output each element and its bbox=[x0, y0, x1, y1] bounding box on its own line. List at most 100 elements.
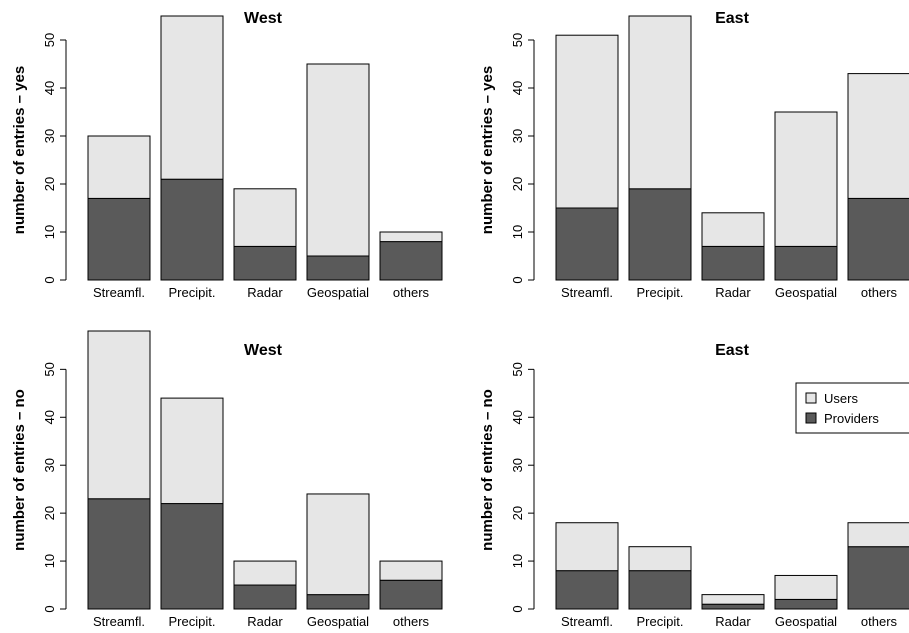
y-tick-label: 50 bbox=[42, 362, 57, 376]
category-label: Geospatial bbox=[307, 285, 369, 300]
y-tick-label: 50 bbox=[42, 33, 57, 47]
y-tick-label: 20 bbox=[510, 177, 525, 191]
y-tick-label: 0 bbox=[42, 605, 57, 612]
y-axis-label: number of entries – yes bbox=[11, 66, 28, 234]
bar-segment-users bbox=[774, 574, 838, 600]
bar-segment-providers bbox=[628, 188, 692, 281]
category-label: Geospatial bbox=[307, 614, 369, 629]
bars bbox=[555, 15, 909, 281]
category-label: Radar bbox=[715, 614, 751, 629]
bar-segment-users bbox=[555, 34, 619, 209]
bar-segment-providers bbox=[555, 207, 619, 281]
bar-segment-providers bbox=[233, 584, 297, 610]
bar-segment-users bbox=[233, 188, 297, 247]
bar-segment-users bbox=[379, 231, 443, 243]
category-label: Precipit. bbox=[169, 285, 216, 300]
bar-segment-providers bbox=[628, 570, 692, 610]
category-label: Streamfl. bbox=[561, 614, 613, 629]
panel-west-no: West number of entries – no 01020304050 … bbox=[11, 330, 443, 629]
y-tick-label: 10 bbox=[510, 225, 525, 239]
category-label: Streamfl. bbox=[93, 285, 145, 300]
y-tick-label: 10 bbox=[42, 225, 57, 239]
bar-segment-providers bbox=[160, 503, 224, 610]
legend-swatch-providers bbox=[805, 412, 817, 424]
panel-east-no: East number of entries – no 01020304050 … bbox=[479, 342, 909, 629]
y-axis-label: number of entries – no bbox=[479, 389, 496, 551]
y-tick-label: 30 bbox=[42, 458, 57, 472]
panel-east-yes: East number of entries – yes 0 10 20 30 40 50… bbox=[479, 10, 909, 300]
bar-segment-users bbox=[160, 15, 224, 180]
y-tick-label: 10 bbox=[42, 554, 57, 568]
bar-segment-users bbox=[233, 560, 297, 586]
category-label: Radar bbox=[715, 285, 751, 300]
bar-segment-providers bbox=[774, 245, 838, 281]
bar-segment-providers bbox=[306, 255, 370, 281]
category-label: others bbox=[861, 614, 898, 629]
y-tick-label: 30 bbox=[42, 129, 57, 143]
bar-segment-users bbox=[87, 330, 151, 500]
bar-segment-users bbox=[555, 522, 619, 572]
y-tick-label: 30 bbox=[510, 129, 525, 143]
bar-segment-users bbox=[628, 546, 692, 572]
bar-segment-providers bbox=[379, 579, 443, 610]
bar-segment-providers bbox=[847, 546, 909, 610]
bar-segment-users bbox=[87, 135, 151, 199]
category-labels: Streamfl. Precipit. Radar Geospatial oth… bbox=[93, 285, 430, 300]
y-tick-label: 0 bbox=[42, 276, 57, 283]
legend-label-users: Users bbox=[824, 391, 858, 406]
panel-title: West bbox=[244, 342, 283, 359]
bar-segment-providers bbox=[379, 241, 443, 281]
y-tick-label: 50 bbox=[510, 362, 525, 376]
y-tick-label: 40 bbox=[510, 81, 525, 95]
legend-swatch-users bbox=[805, 392, 817, 404]
category-label: Geospatial bbox=[775, 285, 837, 300]
bar-segment-providers bbox=[160, 178, 224, 281]
bar-segment-providers bbox=[847, 197, 909, 281]
bar-segment-users bbox=[628, 15, 692, 190]
legend-label-providers: Providers bbox=[824, 411, 879, 426]
bar-segment-providers bbox=[233, 245, 297, 281]
bar-segment-users bbox=[306, 63, 370, 257]
y-axis: 0 10 20 30 40 50 bbox=[42, 362, 67, 613]
legend-box bbox=[795, 382, 909, 434]
bar-segment-providers bbox=[87, 197, 151, 281]
bar-segment-users bbox=[701, 594, 765, 605]
bars bbox=[87, 15, 443, 281]
y-axis: 0 10 20 30 40 50 bbox=[42, 33, 67, 284]
bar-segment-users bbox=[847, 73, 909, 199]
bar-segment-providers bbox=[306, 594, 370, 610]
bar-segment-users bbox=[774, 111, 838, 247]
y-axis: 0 10 20 30 40 50 bbox=[510, 33, 535, 284]
category-label: Radar bbox=[247, 285, 283, 300]
y-tick-label: 0 bbox=[510, 276, 525, 283]
bar-segment-users bbox=[847, 522, 909, 548]
y-axis: 0 10 20 30 40 50 bbox=[510, 362, 535, 613]
y-axis-label: number of entries – yes bbox=[479, 66, 496, 234]
category-label: Streamfl. bbox=[93, 614, 145, 629]
y-tick-label: 40 bbox=[510, 410, 525, 424]
bar-segment-providers bbox=[87, 498, 151, 610]
category-label: Precipit. bbox=[169, 614, 216, 629]
y-tick-label: 20 bbox=[510, 506, 525, 520]
category-label: Geospatial bbox=[775, 614, 837, 629]
category-labels: Streamfl. Precipit. Radar Geospatial oth… bbox=[561, 285, 898, 300]
bar-segment-providers bbox=[774, 598, 838, 610]
bars bbox=[555, 522, 909, 610]
y-tick-label: 50 bbox=[510, 33, 525, 47]
legend: Users Providers bbox=[795, 382, 909, 434]
bar-segment-providers bbox=[555, 570, 619, 610]
y-tick-label: 30 bbox=[510, 458, 525, 472]
panel-title: West bbox=[244, 10, 283, 27]
y-tick-label: 20 bbox=[42, 177, 57, 191]
y-tick-label: 10 bbox=[510, 554, 525, 568]
category-label: others bbox=[393, 614, 430, 629]
category-labels: Streamfl. Precipit. Radar Geospatial oth… bbox=[93, 614, 430, 629]
panel-title: East bbox=[715, 342, 749, 359]
bar-segment-users bbox=[160, 397, 224, 505]
bars bbox=[87, 330, 443, 610]
bar-segment-users bbox=[379, 560, 443, 581]
bar-segment-providers bbox=[701, 603, 765, 610]
y-tick-label: 40 bbox=[42, 410, 57, 424]
bar-segment-providers bbox=[701, 245, 765, 281]
